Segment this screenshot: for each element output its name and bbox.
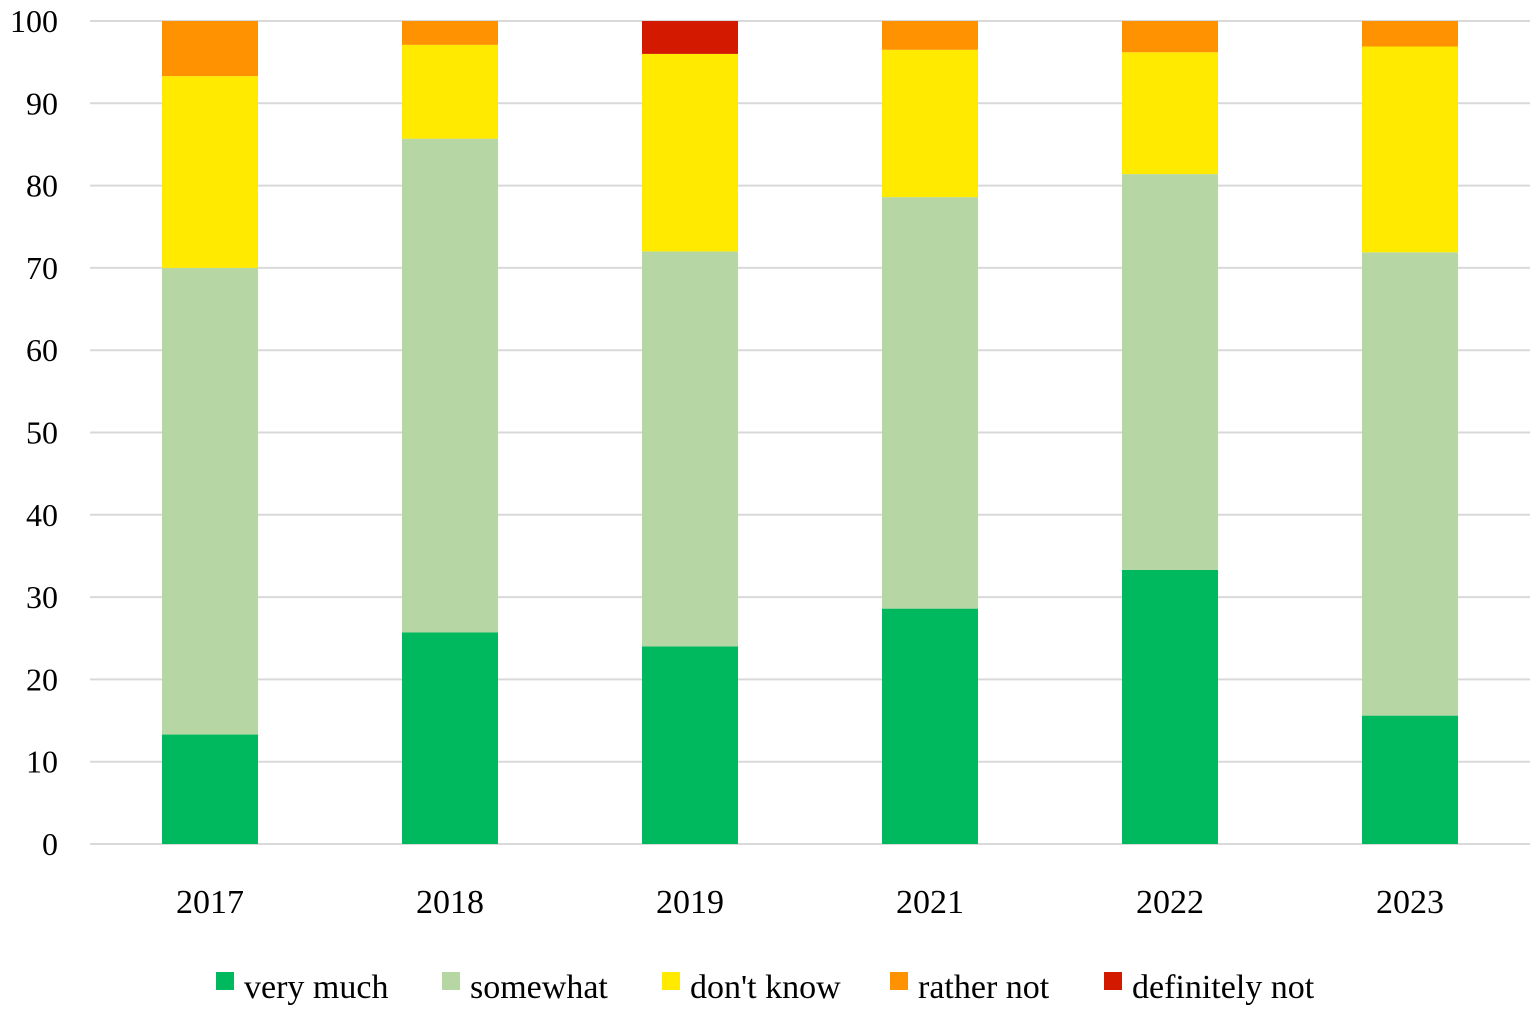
y-tick-label: 40	[26, 497, 58, 533]
bars	[162, 21, 1458, 844]
bar-segment-2017-very-much	[162, 734, 258, 844]
y-tick-label: 90	[26, 85, 58, 121]
bar-segment-2021-rather-not	[882, 21, 978, 50]
bar-segment-2022-rather-not	[1122, 21, 1218, 53]
legend-label: rather not	[918, 969, 1050, 1006]
y-tick-label: 80	[26, 168, 58, 204]
legend-label: don't know	[690, 969, 841, 1006]
legend-label: definitely not	[1132, 969, 1315, 1006]
x-tick-label: 2021	[896, 884, 964, 921]
bar-segment-2019-very-much	[642, 646, 738, 844]
bar-segment-2018-don-t-know	[402, 44, 498, 139]
y-tick-label: 10	[26, 744, 58, 780]
bar-segment-2018-rather-not	[402, 21, 498, 45]
grid-lines	[90, 20, 1530, 845]
y-tick-label: 100	[10, 3, 58, 39]
x-tick-label: 2019	[656, 884, 724, 921]
x-tick-label: 2018	[416, 884, 484, 921]
bar-segment-2023-somewhat	[1362, 252, 1458, 716]
legend-swatch-very-much	[216, 972, 234, 990]
y-tick-label: 70	[26, 250, 58, 286]
bar-segment-2017-rather-not	[162, 21, 258, 77]
bar-segment-2022-somewhat	[1122, 174, 1218, 570]
legend-label: somewhat	[470, 969, 608, 1006]
bar-segment-2017-somewhat	[162, 267, 258, 735]
bar-segment-2023-rather-not	[1362, 21, 1458, 47]
bar-segment-2019-definitely-not	[642, 21, 738, 54]
y-tick-label: 20	[26, 661, 58, 697]
bar-segment-2021-very-much	[882, 608, 978, 844]
bar-segment-2018-somewhat	[402, 138, 498, 633]
x-tick-label: 2017	[176, 884, 244, 921]
bar-segment-2022-very-much	[1122, 569, 1218, 844]
legend-swatch-don-t-know	[662, 972, 680, 990]
y-tick-label: 30	[26, 579, 58, 615]
bar-segment-2019-somewhat	[642, 251, 738, 647]
bar-segment-2021-don-t-know	[882, 49, 978, 198]
y-tick-label: 50	[26, 415, 58, 451]
x-tick-label: 2023	[1376, 884, 1444, 921]
legend-swatch-definitely-not	[1104, 972, 1122, 990]
bar-segment-2017-don-t-know	[162, 76, 258, 268]
legend: very much somewhat don't know rather not def…	[216, 969, 1315, 1006]
y-tick-label: 60	[26, 332, 58, 368]
bar-segment-2019-don-t-know	[642, 53, 738, 252]
legend-swatch-somewhat	[442, 972, 460, 990]
bar-segment-2023-don-t-know	[1362, 46, 1458, 253]
legend-label: very much	[244, 969, 388, 1006]
y-tick-label: 0	[42, 826, 58, 862]
x-tick-label: 2022	[1136, 884, 1204, 921]
axes: 0 10 20 30 40 50 60 70 80 90 100 2017 2018 2019 2021 20…	[10, 3, 1444, 921]
bar-segment-2023-very-much	[1362, 715, 1458, 844]
legend-swatch-rather-not	[890, 972, 908, 990]
bar-segment-2022-don-t-know	[1122, 52, 1218, 175]
bar-segment-2018-very-much	[402, 632, 498, 844]
bar-segment-2021-somewhat	[882, 197, 978, 609]
